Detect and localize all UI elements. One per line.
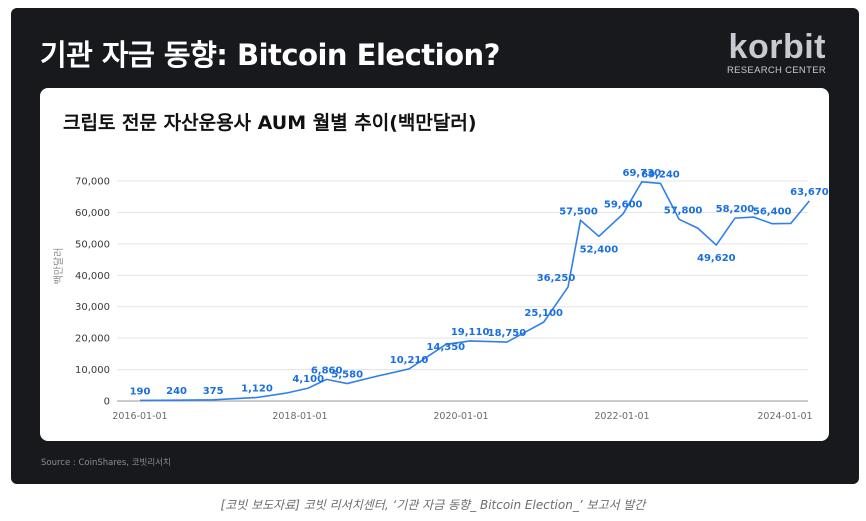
chart-card	[40, 88, 829, 441]
data-label-19110: 19,110	[451, 327, 490, 338]
data-label-52400: 52,400	[580, 244, 619, 255]
data-label-5580: 5,580	[331, 369, 363, 380]
logo-wordmark: korbit	[728, 28, 826, 66]
y-tick-label-70000: 70,000	[75, 177, 110, 188]
data-label-18750: 18,750	[488, 328, 527, 339]
data-label-36250: 36,250	[537, 273, 576, 284]
data-label-375: 375	[203, 386, 224, 397]
data-label-25100: 25,100	[524, 308, 563, 319]
data-label-240: 240	[166, 386, 187, 397]
data-label-10210: 10,210	[390, 355, 429, 366]
x-tick-label-2018-01-01: 2018-01-01	[272, 411, 327, 422]
y-tick-label-40000: 40,000	[75, 271, 110, 282]
data-label-69240: 69,240	[641, 169, 680, 180]
data-label-63670: 63,670	[790, 187, 829, 198]
y-tick-label-0: 0	[104, 397, 110, 408]
data-label-14350: 14,350	[427, 342, 466, 353]
y-tick-label-60000: 60,000	[75, 208, 110, 219]
korbit-logo: korbit RESEARCH CENTER	[727, 30, 826, 76]
data-label-49620: 49,620	[697, 253, 736, 264]
data-label-1120: 1,120	[241, 383, 273, 394]
gridlines	[117, 180, 808, 402]
x-tick-label-2020-01-01: 2020-01-01	[433, 411, 488, 422]
logo-subtext: RESEARCH CENTER	[727, 65, 826, 76]
data-label-69730: 69,730	[623, 168, 662, 179]
y-axis-label: 백만달러	[53, 248, 65, 285]
data-label-59600: 59,600	[604, 200, 643, 211]
y-tick-label-50000: 50,000	[75, 239, 110, 250]
data-label-58200: 58,200	[716, 204, 755, 215]
source-note: Source : CoinShares, 코빗리서치	[41, 458, 171, 468]
data-label-4100: 4,100	[292, 374, 324, 385]
x-tick-label-2022-01-01: 2022-01-01	[594, 411, 649, 422]
y-tick-label-20000: 20,000	[75, 334, 110, 345]
x-axis-ticks: 2016-01-01 2018-01-01 2020-01-01 2022-01-01…	[112, 411, 812, 422]
x-tick-label-2016-01-01: 2016-01-01	[112, 411, 167, 422]
data-label-6860: 6,860	[311, 365, 343, 376]
x-tick-label-2024-01-01: 2024-01-01	[757, 411, 812, 422]
y-axis-ticks: 0 10,000 20,000 30,000 40,000 50,000 60,000 70,…	[75, 177, 110, 408]
y-tick-label-10000: 10,000	[75, 365, 110, 376]
data-label-56400: 56,400	[753, 207, 792, 218]
data-label-57500: 57,500	[559, 206, 598, 217]
chart-title: 크립토 전문 자산운용사 AUM 월별 추이(백만달러)	[63, 112, 477, 134]
image-caption: [코빗 보도자료] 코빗 리서치센터, ‘기관 자금 동향_ Bitcoin E…	[220, 498, 646, 512]
data-label-190: 190	[130, 386, 151, 397]
data-label-57800: 57,800	[664, 205, 703, 216]
y-tick-label-30000: 30,000	[75, 302, 110, 313]
page-title: 기관 자금 동향: Bitcoin Election?	[40, 38, 500, 72]
series-line-aum	[139, 180, 811, 402]
